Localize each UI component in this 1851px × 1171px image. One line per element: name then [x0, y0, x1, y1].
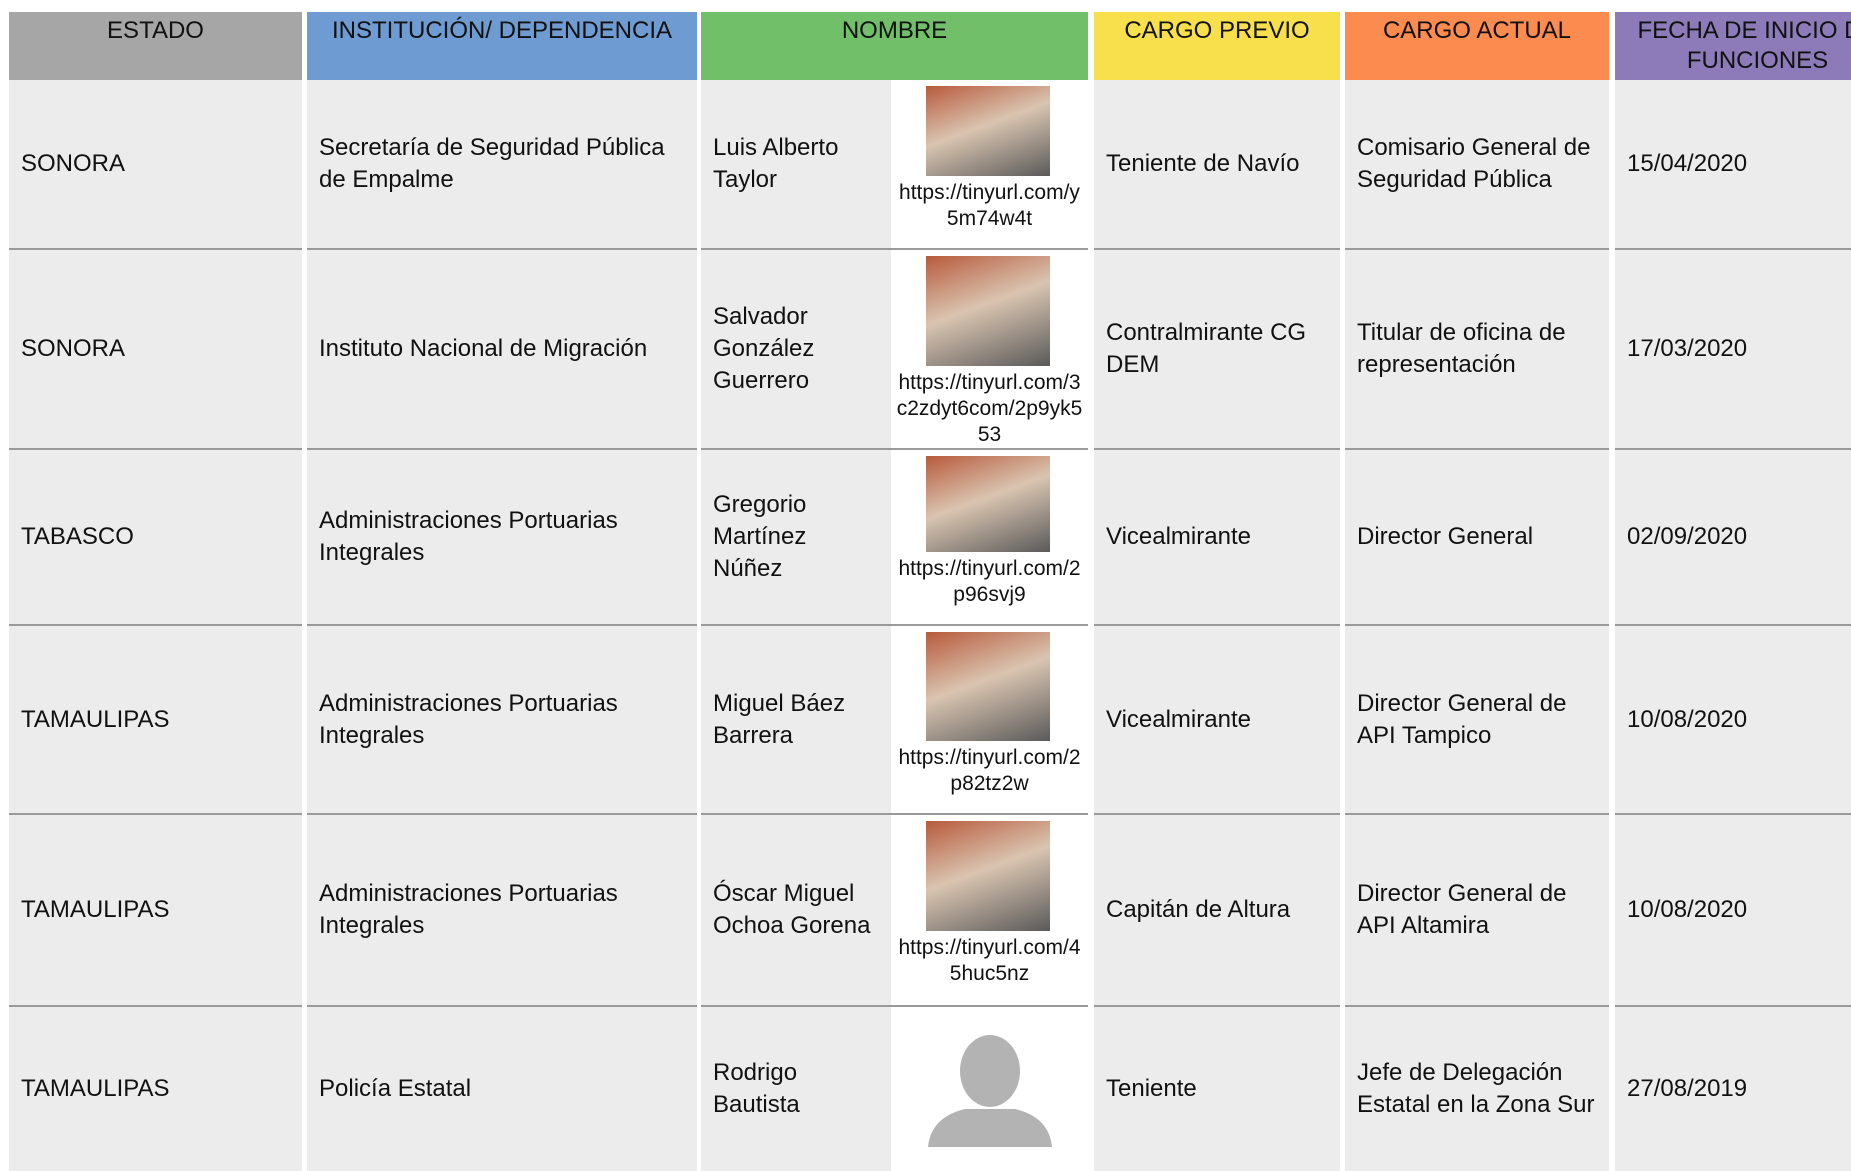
institucion: Policía Estatal	[307, 1007, 697, 1171]
fecha: 10/08/2020	[1615, 815, 1851, 1007]
photo-url: https://tinyurl.com/45huc5nz	[898, 936, 1081, 985]
nombre: Óscar Miguel Ochoa Gorena	[701, 815, 891, 1007]
institucion: Instituto Nacional de Migración	[307, 250, 697, 450]
cargo-actual: Comisario General de Seguridad Pública	[1345, 80, 1609, 250]
estado: TAMAULIPAS	[9, 626, 302, 815]
estado: TAMAULIPAS	[9, 815, 302, 1007]
portrait	[926, 86, 1050, 176]
cargo-actual: Director General de API Tampico	[1345, 626, 1609, 815]
estado: SONORA	[9, 80, 302, 250]
nombre: Rodrigo Bautista	[701, 1007, 891, 1171]
nombre: Luis Alberto Taylor	[701, 80, 891, 250]
cargo-actual: Director General de API Altamira	[1345, 815, 1609, 1007]
fecha: 17/03/2020	[1615, 250, 1851, 450]
cargo-actual: Jefe de Delegación Estatal en la Zona Su…	[1345, 1007, 1609, 1171]
cargo-previo: Vicealmirante	[1094, 450, 1340, 626]
estado: TAMAULIPAS	[9, 1007, 302, 1171]
cargo-previo: Teniente	[1094, 1007, 1340, 1171]
column-header: FECHA DE INICIO DE FUNCIONES	[1615, 12, 1851, 80]
cargo-previo: Contralmirante CG DEM	[1094, 250, 1340, 450]
cargo-previo: Teniente de Navío	[1094, 80, 1340, 250]
institucion: Administraciones Portuarias Integrales	[307, 626, 697, 815]
institucion: Secretaría de Seguridad Pública de Empal…	[307, 80, 697, 250]
institucion: Administraciones Portuarias Integrales	[307, 815, 697, 1007]
photo-url: https://tinyurl.com/2p96svj9	[898, 557, 1081, 606]
cargo-previo: Vicealmirante	[1094, 626, 1340, 815]
institucion: Administraciones Portuarias Integrales	[307, 450, 697, 626]
cargo-previo: Capitán de Altura	[1094, 815, 1340, 1007]
fecha: 15/04/2020	[1615, 80, 1851, 250]
portrait	[926, 456, 1050, 552]
column-header: NOMBRE	[701, 12, 1088, 80]
fecha: 02/09/2020	[1615, 450, 1851, 626]
photo-url: https://tinyurl.com/y5m74w4t	[899, 181, 1080, 230]
nombre: Miguel Báez Barrera	[701, 626, 891, 815]
photo-url: https://tinyurl.com/3c2zdyt6com/2p9yk553	[896, 371, 1083, 446]
portrait	[926, 256, 1050, 366]
nombre: Salvador González Guerrero	[701, 250, 891, 450]
nombre: Gregorio Martínez Núñez	[701, 450, 891, 626]
column-header: INSTITUCIÓN/ DEPENDENCIA	[307, 12, 697, 80]
portrait	[926, 821, 1050, 931]
portrait	[926, 632, 1050, 741]
fecha: 27/08/2019	[1615, 1007, 1851, 1171]
photo-url: https://tinyurl.com/2p82tz2w	[898, 746, 1081, 795]
fecha: 10/08/2020	[1615, 626, 1851, 815]
silhouette-icon	[928, 1035, 1052, 1147]
column-header: CARGO ACTUAL	[1345, 12, 1609, 80]
cargo-actual: Titular de oficina de representación	[1345, 250, 1609, 450]
estado: TABASCO	[9, 450, 302, 626]
estado: SONORA	[9, 250, 302, 450]
column-header: ESTADO	[9, 12, 302, 80]
cargo-actual: Director General	[1345, 450, 1609, 626]
column-header: CARGO PREVIO	[1094, 12, 1340, 80]
